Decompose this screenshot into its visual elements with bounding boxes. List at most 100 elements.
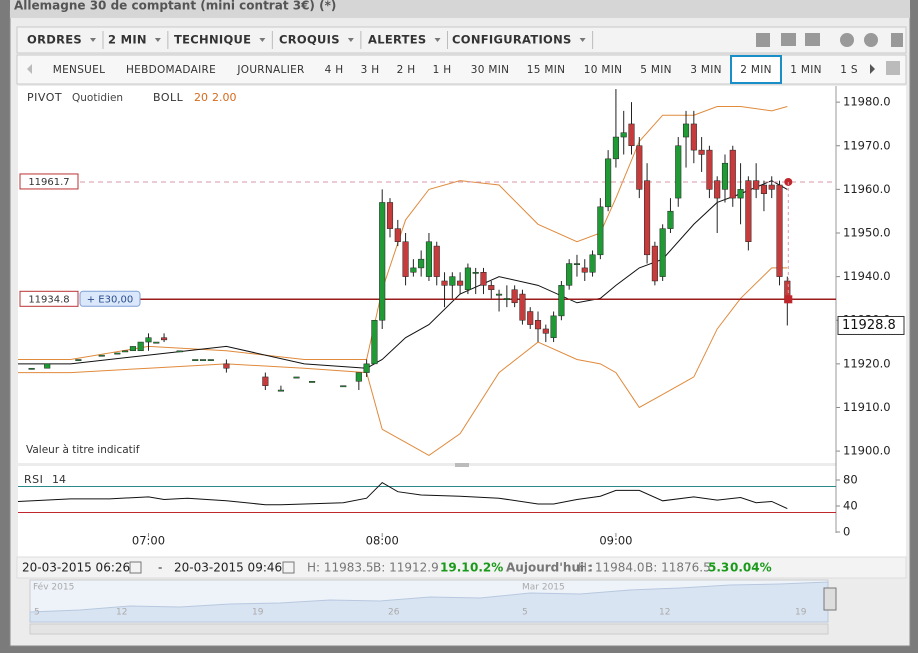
timeframe-button[interactable]: 10 MIN: [584, 64, 623, 76]
rsi-tick-label: 0: [843, 525, 850, 539]
time-axis: [18, 533, 906, 557]
price-axis: [836, 86, 906, 536]
candle-body: [729, 149, 736, 199]
print-icon[interactable]: [805, 33, 820, 46]
candle-body: [573, 263, 581, 265]
calendar-icon[interactable]: [129, 561, 142, 574]
timeframe-button[interactable]: 30 MIN: [471, 64, 510, 76]
candle-body: [651, 245, 658, 282]
menu-item[interactable]: CROQUIS: [279, 33, 340, 47]
candle-body: [418, 258, 425, 269]
close-icon[interactable]: [886, 61, 900, 75]
candle-body: [636, 145, 643, 190]
candle-body: [714, 180, 721, 199]
candle-body: [363, 363, 370, 373]
navigator-day: 12: [116, 608, 127, 618]
settings-icon[interactable]: [840, 33, 854, 47]
timeframe-button[interactable]: 1 MIN: [790, 64, 822, 76]
draw-icon[interactable]: [756, 33, 770, 47]
candle-body: [659, 228, 666, 277]
info-today: Aujourd'hui :: [506, 561, 593, 575]
navigator-day: 26: [388, 608, 400, 618]
candle-body: [394, 228, 401, 242]
scroll-right[interactable]: [870, 64, 875, 74]
candle-body: [410, 267, 417, 273]
candle-body: [776, 184, 783, 277]
menu-item[interactable]: 2 MIN: [108, 33, 147, 47]
timeframe-button[interactable]: 15 MIN: [527, 64, 566, 76]
candle-body: [698, 149, 705, 155]
candle-body: [161, 337, 168, 341]
order-box[interactable]: [79, 290, 141, 307]
candle-body: [207, 359, 214, 361]
candle-body: [98, 354, 105, 357]
candle-body: [371, 319, 378, 365]
candle-body: [309, 381, 316, 383]
info-today-high: H: 11984.0: [578, 561, 645, 575]
candle-body: [129, 346, 136, 352]
x-tick-label: 08:00: [366, 534, 399, 548]
candle-body: [223, 363, 230, 369]
navigator-day: 19: [795, 608, 807, 618]
candle-body: [566, 263, 573, 286]
timeframe-button[interactable]: MENSUEL: [53, 64, 105, 76]
candle-body: [480, 272, 487, 286]
info-today-change: 5.3: [708, 561, 729, 575]
candle-body: [441, 280, 448, 286]
scrollbar[interactable]: [29, 623, 829, 635]
candle-body: [472, 272, 479, 274]
rsi-period: 14: [52, 473, 66, 486]
timeframe-button[interactable]: 5 MIN: [640, 64, 672, 76]
menu-item[interactable]: CONFIGURATIONS: [452, 33, 572, 47]
level-label: 11961.7: [28, 177, 69, 188]
candle-body: [519, 293, 526, 321]
rsi-tick-label: 40: [843, 499, 858, 513]
detach-icon[interactable]: [891, 33, 903, 47]
timeframe-button[interactable]: 3 MIN: [690, 64, 722, 76]
candle-body: [277, 389, 284, 392]
candle-body: [503, 298, 510, 300]
timeframe-button[interactable]: JOURNALIER: [236, 64, 304, 76]
timeframe-button[interactable]: 1 H: [433, 64, 452, 76]
image-icon[interactable]: [781, 33, 796, 46]
info-end: 20-03-2015 09:46: [174, 561, 282, 575]
menu-item[interactable]: TECHNIQUE: [174, 33, 251, 47]
timeframe-button[interactable]: 4 H: [325, 64, 344, 76]
y-tick-label: 11970.0: [843, 138, 891, 152]
panel-splitter[interactable]: [455, 463, 469, 467]
candle-body: [675, 145, 682, 199]
candle-body: [379, 202, 386, 321]
timeframe-button[interactable]: HEBDOMADAIRE: [126, 64, 216, 76]
dropdown-arrow: [154, 38, 161, 42]
candle-body: [340, 385, 347, 388]
timeframe-button[interactable]: 2 H: [397, 64, 416, 76]
indicator-param: 20: [194, 91, 208, 104]
navigator-day: 5: [34, 608, 40, 618]
menu-item[interactable]: ALERTES: [368, 33, 427, 47]
dropdown-arrow: [259, 38, 266, 42]
navigator-handle[interactable]: [823, 587, 837, 611]
candle-body: [145, 337, 152, 343]
timeframe-button[interactable]: 3 H: [361, 64, 380, 76]
calendar-icon[interactable]: [282, 561, 295, 574]
help-icon[interactable]: [864, 33, 878, 47]
timeframe-button[interactable]: 1 S: [840, 64, 858, 76]
candle-body: [402, 241, 409, 277]
candle-body: [682, 123, 690, 138]
candle-body: [760, 184, 767, 194]
timeframe-button[interactable]: 2 MIN: [740, 64, 772, 76]
dropdown-arrow: [89, 38, 96, 42]
candle-body: [605, 158, 612, 208]
order-marker[interactable]: [784, 295, 793, 304]
navigator-day: 5: [522, 608, 528, 618]
rsi-line: [17, 481, 788, 510]
y-tick-label: 11910.0: [843, 400, 891, 414]
indicator-name: PIVOT: [27, 91, 62, 104]
candle-body: [745, 180, 752, 242]
candle-body: [644, 180, 651, 256]
candle-body: [137, 341, 144, 352]
menu-item[interactable]: ORDRES: [27, 33, 82, 47]
candle-body: [75, 359, 82, 361]
rsi-tick-label: 80: [843, 473, 858, 487]
scroll-left[interactable]: [27, 64, 32, 74]
